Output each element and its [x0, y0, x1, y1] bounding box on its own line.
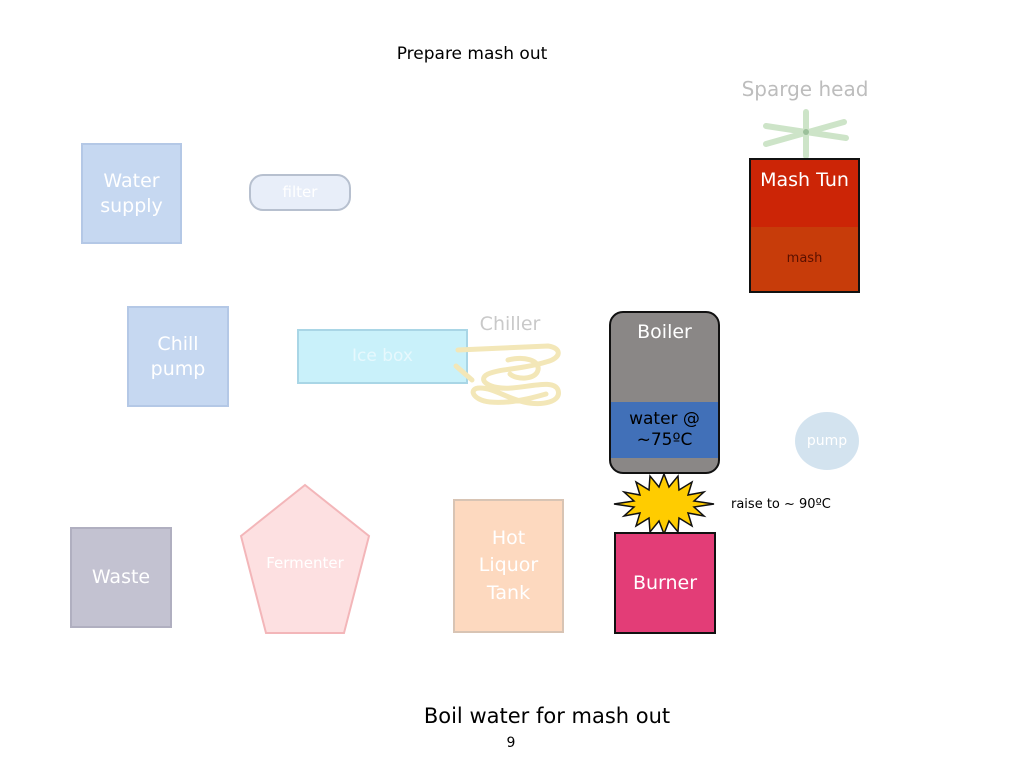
mash-label: mash: [786, 250, 823, 266]
slide-heading: Prepare mash out: [396, 44, 548, 64]
pump-label: pump: [806, 432, 848, 449]
sparge-head-icon: [763, 109, 849, 158]
burner-box: Burner: [614, 532, 716, 634]
filter-label: filter: [282, 182, 318, 201]
mash-layer: mash: [751, 227, 858, 291]
slide-caption: Boil water for mash out: [423, 704, 671, 728]
waste-label: Waste: [91, 566, 151, 589]
waste-box: Waste: [70, 527, 172, 628]
boiler: Boiler water @ ~75ºC: [609, 311, 720, 474]
water-supply-box: Water supply: [81, 143, 182, 244]
filter-box: filter: [249, 174, 351, 211]
hot-liquor-tank-box: Hot Liquor Tank: [453, 499, 564, 633]
hot-liquor-tank-label: Hot Liquor Tank: [478, 526, 539, 604]
chiller-coil-icon: [453, 343, 561, 406]
ice-box: Ice box: [297, 329, 468, 384]
boiler-water-label: water @ ~75ºC: [629, 408, 700, 450]
ice-box-label: Ice box: [352, 346, 413, 367]
burner-label: Burner: [632, 571, 698, 594]
fermenter-pentagon: [239, 483, 371, 634]
burner-note: raise to ~ 90ºC: [731, 497, 831, 512]
boiler-water: water @ ~75ºC: [611, 402, 718, 458]
water-supply-label: Water supply: [100, 169, 163, 217]
fermenter-label: Fermenter: [266, 554, 344, 572]
boiler-label: Boiler: [637, 321, 692, 343]
pump-circle: pump: [795, 412, 859, 470]
page-number: 9: [506, 735, 516, 751]
chill-pump-box: Chill pump: [127, 306, 229, 407]
mash-tun-top: Mash Tun: [751, 160, 858, 227]
mash-tun-label: Mash Tun: [760, 169, 849, 191]
chill-pump-label: Chill pump: [150, 332, 206, 380]
sparge-head-label: Sparge head: [741, 77, 869, 101]
flame-icon: [613, 472, 715, 536]
mash-tun: Mash Tun mash: [749, 158, 860, 293]
chiller-label: Chiller: [479, 313, 541, 335]
